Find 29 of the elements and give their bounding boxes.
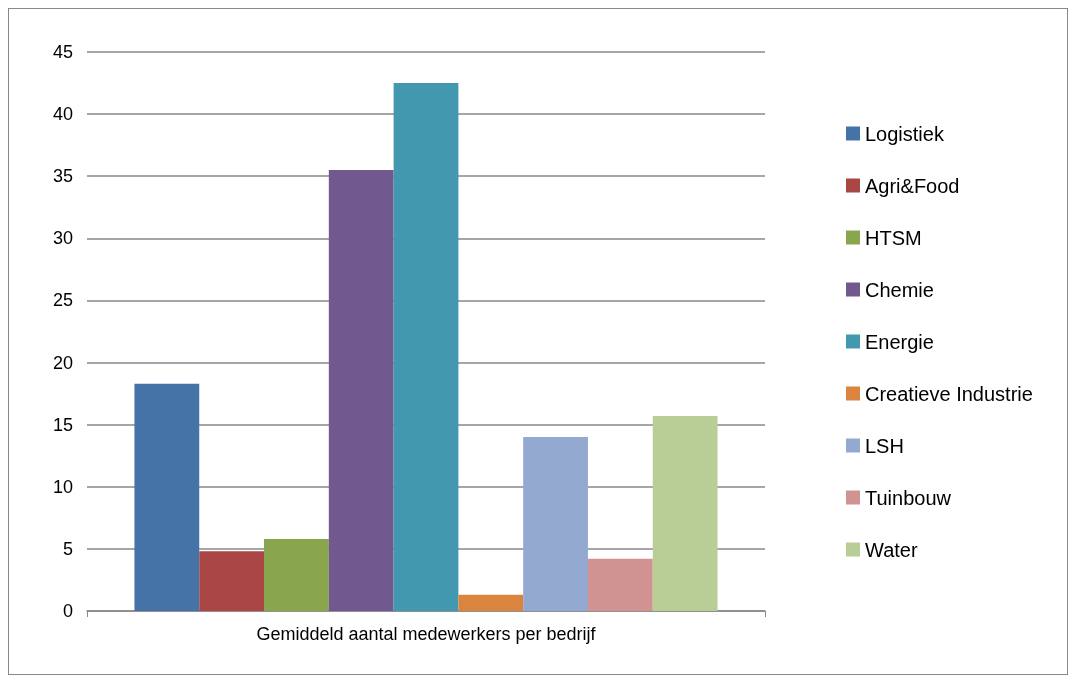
bar — [264, 538, 329, 611]
x-tick-label: Gemiddeld aantal medewerkers per bedrijf — [256, 624, 597, 644]
bar — [652, 415, 718, 611]
y-tick-label: 10 — [52, 476, 73, 497]
bar — [587, 558, 653, 611]
y-tick-label: 5 — [62, 538, 73, 559]
legend-label: Creatieve Industrie — [865, 382, 1033, 405]
y-tick-label: 0 — [62, 601, 73, 621]
y-tick-label: 40 — [52, 104, 73, 125]
legend-label: LSH — [865, 434, 904, 457]
y-tick-label: 45 — [52, 42, 73, 62]
legend-label: Logistiek — [865, 122, 945, 145]
y-tick-label: 20 — [52, 352, 73, 373]
legend-label: Chemie — [865, 278, 934, 301]
legend-label: Agri&Food — [865, 174, 960, 197]
bar — [523, 437, 588, 611]
y-tick-label: 35 — [52, 166, 73, 187]
y-tick-label: 30 — [52, 228, 73, 249]
bar — [458, 594, 524, 611]
bar — [393, 83, 459, 611]
bar — [328, 170, 394, 611]
legend-label: Water — [865, 538, 918, 561]
bar — [199, 551, 265, 611]
y-tick-label: 15 — [52, 414, 73, 435]
legend-label: HTSM — [865, 226, 922, 249]
y-tick-label: 25 — [52, 290, 73, 311]
bar — [134, 383, 200, 611]
legend-label: Energie — [865, 330, 934, 353]
legend-label: Tuinbouw — [865, 486, 952, 509]
